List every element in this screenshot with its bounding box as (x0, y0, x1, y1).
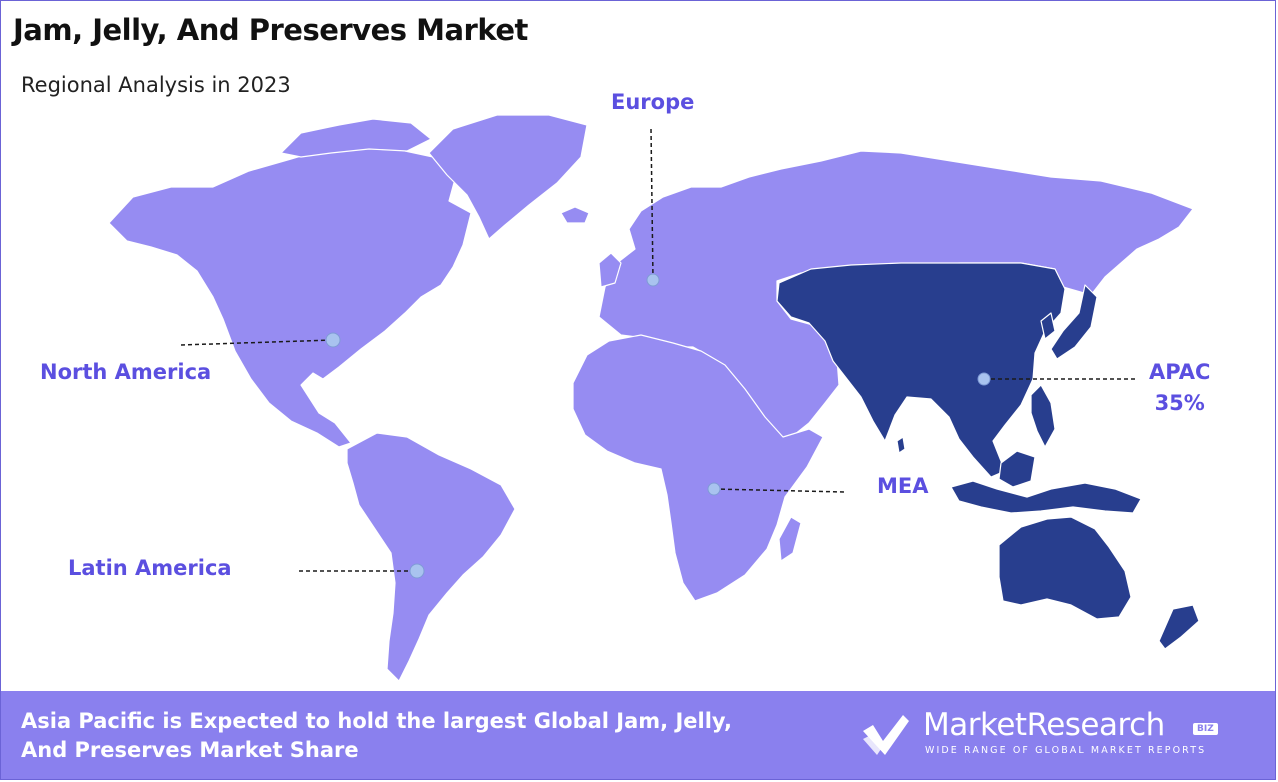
madagascar-shape (778, 516, 802, 562)
page-title: Jam, Jelly, And Preserves Market (13, 13, 528, 47)
region-label-north-america: North America (40, 360, 212, 384)
footer-headline: Asia Pacific is Expected to hold the lar… (21, 709, 732, 762)
apac-asia-shape (776, 262, 1066, 478)
apac-korea-shape (1040, 312, 1056, 340)
north-america-shape (108, 142, 472, 448)
uk-shape (598, 252, 622, 288)
mea-leader-line (713, 488, 845, 493)
apac-indonesia-shape (950, 480, 1142, 514)
africa-shape (572, 334, 824, 602)
apac-new-zealand-shape (1158, 604, 1200, 650)
apac-sri-lanka-shape (896, 436, 906, 454)
region-label-mea: MEA (877, 474, 929, 498)
footer-banner: Asia Pacific is Expected to hold the lar… (1, 691, 1275, 779)
mea-marker (707, 482, 721, 496)
apac-australia-shape (998, 516, 1132, 620)
world-map (108, 114, 1200, 682)
brand-logo: MarketResearch BIZ WIDE RANGE OF GLOBAL … (859, 705, 1259, 767)
region-label-europe: Europe (611, 90, 695, 114)
page-subtitle: Regional Analysis in 2023 (21, 73, 291, 97)
market-research-logo-icon (863, 715, 909, 755)
region-label-apac-name: APAC (1149, 360, 1211, 384)
apac-highlight (776, 262, 1200, 650)
apac-japan-shape (1050, 284, 1098, 360)
leader-lines (180, 128, 1135, 572)
europe-marker (646, 273, 660, 287)
iceland-shape (560, 206, 590, 224)
apac-borneo-shape (998, 450, 1036, 488)
region-markers (325, 273, 991, 579)
region-label-apac: APAC 35% (1149, 357, 1210, 419)
south-america-shape (346, 432, 516, 682)
arctic-islands-shape (280, 118, 432, 158)
region-label-apac-share: 35% (1154, 391, 1205, 415)
apac-philippines-shape (1030, 384, 1056, 448)
brand-name: MarketResearch (923, 707, 1165, 743)
region-label-latin-america: Latin America (68, 556, 232, 580)
apac-marker (977, 372, 991, 386)
brand-tagline: WIDE RANGE OF GLOBAL MARKET REPORTS (925, 745, 1207, 756)
latin-america-marker (409, 563, 425, 579)
north-america-leader-line (180, 339, 334, 346)
brand-badge: BIZ (1193, 723, 1218, 735)
greenland-shape (428, 114, 588, 240)
north-america-marker (325, 332, 341, 348)
